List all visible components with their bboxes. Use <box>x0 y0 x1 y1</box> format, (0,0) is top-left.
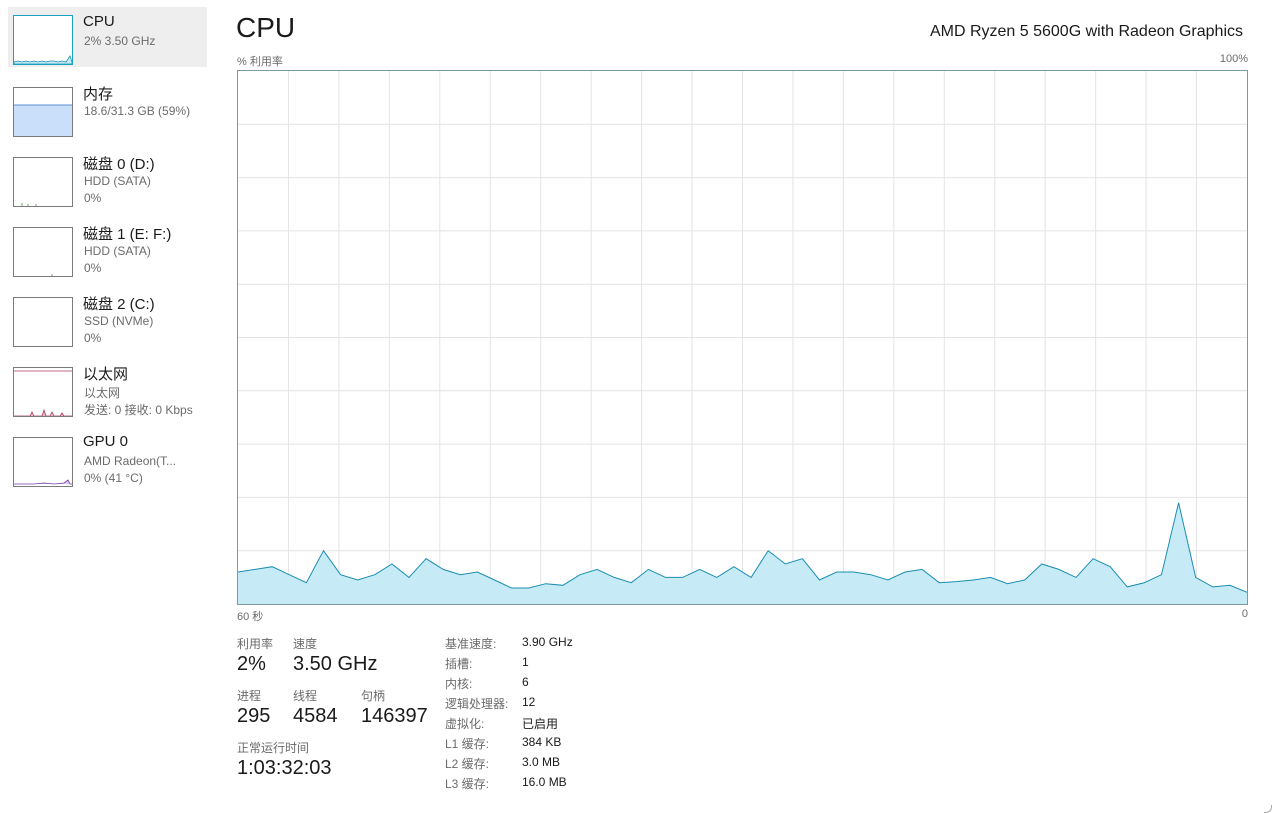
l1-cache-key: L1 缓存: <box>445 737 490 751</box>
sidebar-item-usage: 0% <box>84 331 102 345</box>
sidebar-item-detail: SSD (NVMe) <box>84 314 154 328</box>
uptime-label: 正常运行时间 <box>237 741 310 755</box>
disk-0-thumbnail <box>13 157 73 207</box>
cpu-graph-svg <box>238 71 1247 604</box>
processes-label: 进程 <box>237 689 262 703</box>
sidebar-item-disk-0[interactable]: 磁盘 0 (D:) HDD (SATA) 0% <box>8 147 207 217</box>
sidebar-item-detail: 18.6/31.3 GB (59%) <box>84 104 191 118</box>
sidebar-item-title: CPU <box>83 13 115 30</box>
cpu-usage-area <box>238 502 1247 604</box>
y-axis-max: 100% <box>1219 53 1248 65</box>
cpu-usage-line <box>238 502 1247 593</box>
sidebar-item-detail: 2% 3.50 GHz <box>84 34 156 48</box>
l3-cache-value: 16.0 MB <box>522 775 567 789</box>
virtualization-key: 虚拟化: <box>445 717 485 731</box>
x-axis-end-label: 0 <box>1241 608 1248 620</box>
virtualization-value: 已启用 <box>522 717 559 731</box>
sidebar-item-usage: 0% (41 °C) <box>84 471 143 485</box>
sidebar-item-title: 磁盘 1 (E: F:) <box>83 226 172 243</box>
handles-value: 146397 <box>361 705 428 727</box>
speed-value: 3.50 GHz <box>293 653 378 675</box>
uptime-value: 1:03:32:03 <box>237 757 332 779</box>
sockets-value: 1 <box>522 655 529 669</box>
logical-processors-key: 逻辑处理器: <box>445 697 509 711</box>
disk-1-thumbnail <box>13 227 73 277</box>
gpu-0-thumbnail <box>13 437 73 487</box>
cores-value: 6 <box>522 675 529 689</box>
cpu-model-name: AMD Ryzen 5 5600G with Radeon Graphics <box>929 23 1243 40</box>
utilization-value: 2% <box>237 653 266 675</box>
speed-label: 速度 <box>293 637 318 651</box>
sidebar-item-title: GPU 0 <box>83 433 129 450</box>
sidebar-item-disk-2[interactable]: 磁盘 2 (C:) SSD (NVMe) 0% <box>8 287 207 357</box>
sidebar-item-usage: 0% <box>84 261 102 275</box>
cpu-utilization-graph <box>237 70 1248 605</box>
sidebar-item-memory[interactable]: 内存 18.6/31.3 GB (59%) <box>8 77 207 147</box>
sidebar-item-cpu[interactable]: CPU 2% 3.50 GHz <box>8 7 207 67</box>
sidebar-item-detail: HDD (SATA) <box>84 244 151 258</box>
sidebar-item-usage: 发送: 0 接收: 0 Kbps <box>84 403 193 417</box>
cpu-thumbnail <box>13 15 73 65</box>
l3-cache-key: L3 缓存: <box>445 777 490 791</box>
sidebar-item-detail: AMD Radeon(T... <box>84 454 177 468</box>
threads-value: 4584 <box>293 705 338 727</box>
sidebar-item-detail: HDD (SATA) <box>84 174 151 188</box>
sidebar-item-ethernet[interactable]: 以太网 以太网 发送: 0 接收: 0 Kbps <box>8 357 207 427</box>
cores-key: 内核: <box>445 677 473 691</box>
window-resize-grip[interactable] <box>1264 805 1272 813</box>
sidebar-item-title: 磁盘 2 (C:) <box>83 296 155 313</box>
sidebar-item-title: 内存 <box>83 86 114 103</box>
page-title: CPU <box>236 12 296 43</box>
y-axis-label: % 利用率 <box>237 56 283 68</box>
x-axis-start-label: 60 秒 <box>237 611 264 623</box>
base-speed-value: 3.90 GHz <box>522 635 573 649</box>
sidebar: CPU 2% 3.50 GHz 内存 18.6/31.3 GB (59%) 磁盘… <box>8 7 207 497</box>
disk-2-thumbnail <box>13 297 73 347</box>
l2-cache-value: 3.0 MB <box>522 755 561 769</box>
sidebar-item-detail: 以太网 <box>84 386 121 400</box>
utilization-label: 利用率 <box>237 637 274 651</box>
processes-value: 295 <box>237 705 271 727</box>
handles-label: 句柄 <box>361 689 386 703</box>
threads-label: 线程 <box>293 689 318 703</box>
sidebar-item-disk-1[interactable]: 磁盘 1 (E: F:) HDD (SATA) 0% <box>8 217 207 287</box>
sidebar-item-gpu-0[interactable]: GPU 0 AMD Radeon(T... 0% (41 °C) <box>8 427 207 497</box>
sidebar-item-title: 以太网 <box>83 366 129 383</box>
logical-processors-value: 12 <box>522 695 536 709</box>
l1-cache-value: 384 KB <box>522 735 562 749</box>
sidebar-item-usage: 0% <box>84 191 102 205</box>
sockets-key: 插槽: <box>445 657 473 671</box>
sidebar-item-title: 磁盘 0 (D:) <box>83 156 155 173</box>
l2-cache-key: L2 缓存: <box>445 757 490 771</box>
ethernet-thumbnail <box>13 367 73 417</box>
base-speed-key: 基准速度: <box>445 637 497 651</box>
graph-grid <box>238 71 1247 604</box>
memory-thumbnail <box>13 87 73 137</box>
